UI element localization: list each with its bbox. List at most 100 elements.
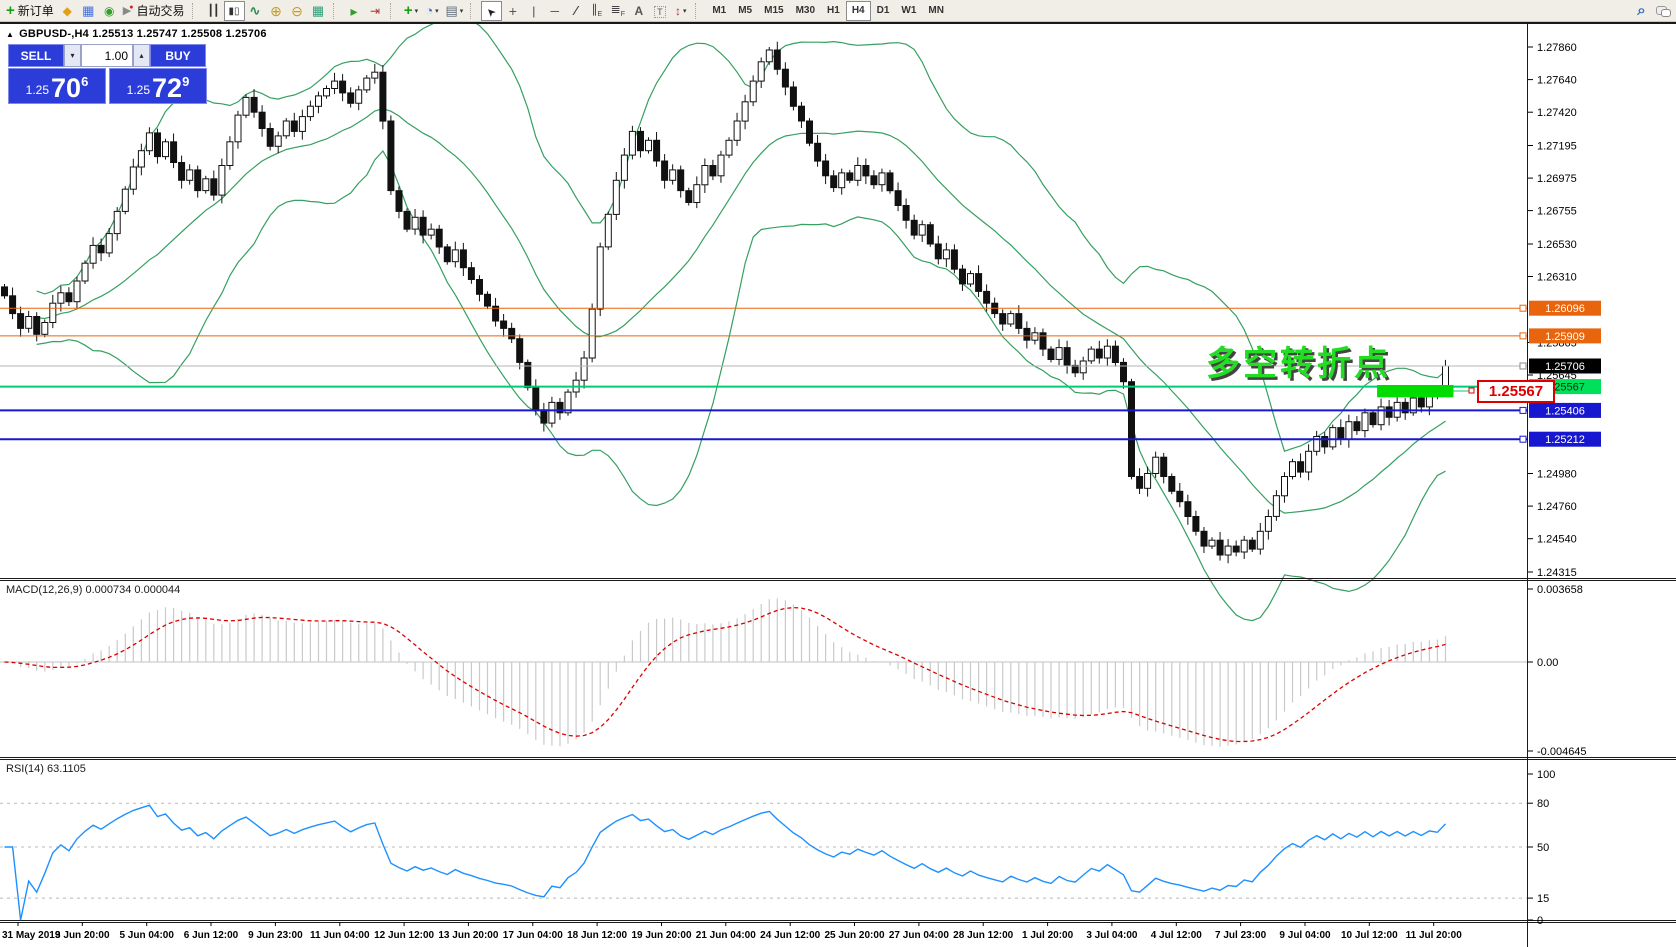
svg-text:1.27860: 1.27860	[1537, 42, 1577, 54]
text-label-icon	[654, 5, 666, 17]
new-order-button[interactable]: 新订单	[3, 1, 57, 21]
chart-shift-icon	[370, 5, 380, 17]
svg-text:9 Jun 23:00: 9 Jun 23:00	[248, 930, 303, 941]
timeframe-m1-button[interactable]: M1	[706, 1, 732, 21]
market-window-button[interactable]	[78, 1, 99, 21]
svg-text:1.24540: 1.24540	[1537, 534, 1577, 546]
svg-text:1.26096: 1.26096	[1545, 303, 1585, 315]
svg-text:1.25706: 1.25706	[1545, 361, 1585, 373]
cube-icon	[63, 5, 72, 17]
market-window-icon	[82, 4, 94, 17]
arrows-button[interactable]: ▾	[670, 1, 691, 21]
buy-button[interactable]: BUY	[150, 44, 206, 67]
trendline-button[interactable]	[565, 1, 586, 21]
cursor-button[interactable]	[481, 0, 503, 21]
price-level-callout[interactable]: 1.25567	[1477, 380, 1555, 403]
svg-text:1.24980: 1.24980	[1537, 469, 1577, 481]
svg-text:1.27420: 1.27420	[1537, 107, 1577, 119]
svg-text:1.27640: 1.27640	[1537, 75, 1577, 87]
chevron-down-icon: ▾	[459, 7, 464, 15]
signal-button[interactable]	[99, 1, 120, 21]
chart-symbol-line: GBPUSD-,H4 1.25513 1.25747 1.25508 1.257…	[6, 28, 267, 40]
cube-button[interactable]	[57, 1, 78, 21]
buy-price-display[interactable]: 1.25 72 9	[109, 68, 207, 104]
tile-windows-button[interactable]	[308, 1, 329, 21]
indicators-button[interactable]: ▾	[401, 1, 422, 21]
arrows-icon	[675, 5, 681, 17]
svg-text:25 Jun 20:00: 25 Jun 20:00	[824, 930, 884, 941]
new-order-label: 新订单	[17, 4, 54, 18]
svg-text:24 Jun 12:00: 24 Jun 12:00	[760, 930, 820, 941]
chart-shift-button[interactable]	[365, 1, 386, 21]
macd-indicator-label: MACD(12,26,9) 0.000734 0.000044	[6, 584, 181, 596]
timeframe-w1-button[interactable]: W1	[895, 1, 922, 21]
templates-button[interactable]: ▾	[443, 1, 467, 21]
volume-down-button[interactable]	[64, 44, 81, 67]
svg-text:1.26755: 1.26755	[1537, 206, 1577, 218]
svg-text:3 Jun 20:00: 3 Jun 20:00	[55, 930, 110, 941]
timeframe-d1-button[interactable]: D1	[871, 1, 896, 21]
bar-chart-button[interactable]	[203, 1, 224, 21]
indicators-icon	[404, 3, 413, 18]
svg-text:15: 15	[1537, 893, 1549, 905]
text-icon	[634, 5, 643, 17]
svg-text:31 May 2019: 31 May 2019	[2, 930, 61, 941]
trendline-icon	[575, 4, 577, 17]
toolbar-separator	[191, 2, 200, 19]
svg-text:9 Jul 04:00: 9 Jul 04:00	[1279, 930, 1331, 941]
text-button[interactable]	[628, 1, 649, 21]
timeframe-m5-button[interactable]: M5	[732, 1, 758, 21]
toolbar-separator	[470, 2, 478, 19]
volume-up-button[interactable]	[133, 44, 150, 67]
svg-text:21 Jun 04:00: 21 Jun 04:00	[696, 930, 756, 941]
sell-price-sup: 6	[81, 74, 89, 89]
zoom-out-button[interactable]	[287, 1, 308, 21]
toolbar-separator	[695, 2, 703, 19]
svg-text:1.24315: 1.24315	[1537, 567, 1577, 579]
line-chart-icon	[250, 4, 261, 17]
sell-button[interactable]: SELL	[8, 44, 64, 67]
periods-button[interactable]: ▾	[422, 1, 443, 21]
sell-price-display[interactable]: 1.25 70 6	[8, 68, 106, 104]
line-chart-button[interactable]	[245, 1, 266, 21]
svg-text:-0.004645: -0.004645	[1537, 746, 1587, 758]
auto-scroll-icon	[350, 4, 357, 18]
chevron-down-icon: ▾	[414, 7, 419, 15]
timeframe-m30-button[interactable]: M30	[790, 1, 821, 21]
svg-text:3 Jul 04:00: 3 Jul 04:00	[1086, 930, 1138, 941]
volume-input[interactable]	[81, 44, 133, 67]
chat-button[interactable]	[1652, 1, 1673, 21]
svg-text:1.26310: 1.26310	[1537, 272, 1577, 284]
search-icon	[1637, 3, 1645, 18]
candle-chart-button[interactable]	[223, 0, 245, 21]
zoom-in-button[interactable]	[266, 1, 287, 21]
channel-icon	[591, 3, 602, 18]
fibonacci-button[interactable]	[607, 1, 628, 21]
svg-text:1.25909: 1.25909	[1545, 331, 1585, 343]
collapse-panel-icon[interactable]	[6, 28, 19, 40]
buy-price-sup: 9	[182, 74, 190, 89]
crosshair-button[interactable]	[502, 1, 523, 21]
autotrade-label: 自动交易	[136, 4, 185, 18]
timeframe-h1-button[interactable]: H1	[821, 1, 846, 21]
text-label-button[interactable]	[649, 1, 670, 21]
svg-text:1.24760: 1.24760	[1537, 501, 1577, 513]
svg-text:1 Jul 20:00: 1 Jul 20:00	[1022, 930, 1074, 941]
zoom-out-icon	[291, 4, 303, 18]
svg-text:6 Jun 12:00: 6 Jun 12:00	[184, 930, 239, 941]
vertical-line-button[interactable]	[523, 1, 544, 21]
timeframe-mn-button[interactable]: MN	[922, 1, 950, 21]
autotrade-button[interactable]: 自动交易	[120, 1, 188, 21]
timeframe-h4-button[interactable]: H4	[845, 0, 871, 21]
search-button[interactable]	[1631, 1, 1652, 21]
channel-button[interactable]	[586, 1, 607, 21]
crosshair-icon	[509, 4, 517, 18]
horizontal-line-button[interactable]	[544, 1, 565, 21]
timeframe-group: M1 M5 M15 M30 H1 H4 D1 W1 MN	[706, 0, 950, 21]
autotrade-icon	[123, 4, 134, 17]
turning-point-annotation[interactable]: 多空转折点	[1206, 345, 1391, 383]
auto-scroll-button[interactable]	[344, 1, 365, 21]
timeframe-m15-button[interactable]: M15	[758, 1, 789, 21]
